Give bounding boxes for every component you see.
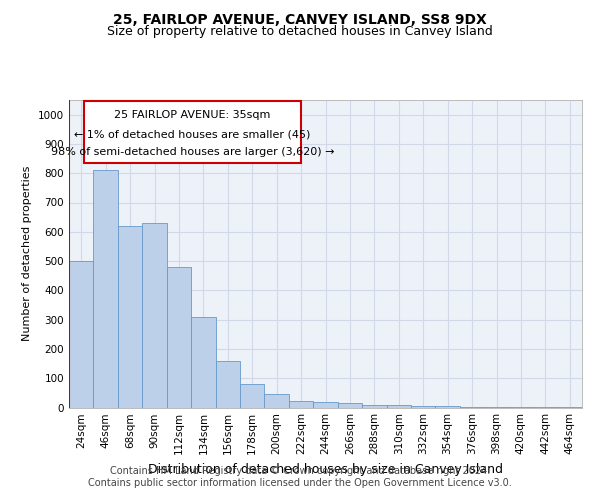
Bar <box>118 226 142 408</box>
Bar <box>533 407 557 408</box>
Bar <box>240 384 265 407</box>
Bar <box>191 316 215 408</box>
Bar <box>557 407 582 408</box>
Bar <box>94 170 118 408</box>
Bar <box>509 407 533 408</box>
Text: 25 FAIRLOP AVENUE: 35sqm: 25 FAIRLOP AVENUE: 35sqm <box>114 110 271 120</box>
Text: Size of property relative to detached houses in Canvey Island: Size of property relative to detached ho… <box>107 25 493 38</box>
Bar <box>313 402 338 407</box>
Bar <box>484 406 509 408</box>
Bar <box>83 100 301 163</box>
Text: 25, FAIRLOP AVENUE, CANVEY ISLAND, SS8 9DX: 25, FAIRLOP AVENUE, CANVEY ISLAND, SS8 9… <box>113 12 487 26</box>
Text: Contains public sector information licensed under the Open Government Licence v3: Contains public sector information licen… <box>88 478 512 488</box>
Bar <box>460 406 484 408</box>
Bar <box>386 406 411 407</box>
Bar <box>289 401 313 407</box>
Bar <box>411 406 436 407</box>
Bar <box>362 404 386 407</box>
Bar <box>167 267 191 408</box>
Text: ← 1% of detached houses are smaller (45): ← 1% of detached houses are smaller (45) <box>74 130 311 140</box>
Text: 98% of semi-detached houses are larger (3,620) →: 98% of semi-detached houses are larger (… <box>50 147 334 157</box>
Bar <box>265 394 289 407</box>
Bar <box>215 360 240 408</box>
Text: Contains HM Land Registry data © Crown copyright and database right 2024.: Contains HM Land Registry data © Crown c… <box>110 466 490 476</box>
Bar <box>142 223 167 408</box>
Y-axis label: Number of detached properties: Number of detached properties <box>22 166 32 342</box>
Bar <box>69 261 94 408</box>
X-axis label: Distribution of detached houses by size in Canvey Island: Distribution of detached houses by size … <box>148 463 503 476</box>
Bar <box>436 406 460 408</box>
Bar <box>338 404 362 407</box>
